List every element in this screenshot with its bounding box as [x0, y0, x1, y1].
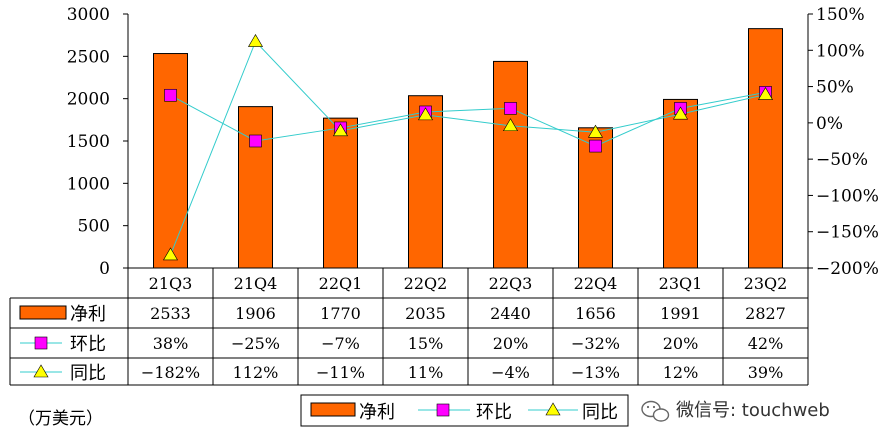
- table-cell: −13%: [571, 363, 620, 382]
- watermark-text: 微信号: touchweb: [676, 400, 830, 421]
- yoy-point-22Q1: [332, 123, 349, 137]
- table-cell: 38%: [153, 334, 189, 353]
- legend-yoy-marker: [545, 402, 561, 416]
- table-cell: 39%: [748, 363, 784, 382]
- legend: 净利 环比 同比: [300, 394, 629, 427]
- y-right-tick-label: 0%: [816, 114, 843, 134]
- yoy-line: [170, 40, 766, 256]
- x-tick-label: 21Q4: [234, 274, 278, 293]
- table-cell: 2440: [490, 304, 531, 323]
- yoy-key-marker: [33, 364, 49, 378]
- y-right-tick-label: −100%: [816, 186, 879, 206]
- table-cell: 15%: [408, 334, 444, 353]
- x-tick-label: 22Q4: [574, 274, 618, 293]
- yoy-point-21Q3: [162, 247, 179, 261]
- y-left-tick-label: 2000: [67, 90, 110, 110]
- y-left-tick-label: 1500: [67, 132, 110, 152]
- legend-qoq-label: 环比: [476, 402, 512, 423]
- y-left-tick-label: 1000: [67, 174, 110, 194]
- y-right-tick-label: 150%: [816, 5, 865, 25]
- y-right-tick-label: 100%: [816, 41, 865, 61]
- table-cell: 1906: [235, 304, 276, 323]
- table-cell: −182%: [141, 363, 200, 382]
- unit-label: （万美元）: [18, 409, 103, 429]
- qoq-line: [170, 91, 766, 147]
- table-cell: 2827: [745, 304, 786, 323]
- yoy-point-23Q2: [757, 86, 774, 100]
- legend-net-profit-label: 净利: [359, 402, 395, 423]
- table-cell: 11%: [408, 363, 444, 382]
- row-label-qoq: 环比: [70, 334, 106, 355]
- x-tick-label: 22Q3: [489, 274, 533, 293]
- y-axis-right: −200% −150% −100% −50% 0% 50% 100% 150%: [808, 5, 879, 279]
- x-tick-label: 21Q3: [149, 274, 193, 293]
- table-cell: 20%: [663, 334, 699, 353]
- yoy-point-23Q1: [672, 106, 689, 120]
- table-cell: −25%: [231, 334, 280, 353]
- bar-21Q3: [153, 53, 188, 269]
- y-right-tick-label: −200%: [816, 259, 879, 279]
- yoy-point-22Q2: [417, 107, 434, 121]
- y-left-tick-label: 0: [99, 259, 110, 279]
- y-right-tick-label: 50%: [816, 78, 854, 98]
- y-axis-left: 0 500 1000 1500 2000 2500 3000: [67, 5, 128, 279]
- bar-22Q2: [408, 95, 443, 269]
- row-label-yoy: 同比: [70, 363, 106, 384]
- table-cell: 12%: [663, 363, 699, 382]
- qoq-point-21Q4: [249, 134, 262, 148]
- table-cell: 1656: [575, 304, 616, 323]
- row-label-net-profit: 净利: [70, 304, 106, 325]
- legend-net-profit-swatch: [310, 402, 356, 417]
- bar-23Q2: [748, 28, 783, 269]
- qoq-point-22Q4: [589, 139, 602, 153]
- x-tick-label: 23Q1: [659, 274, 703, 293]
- qoq-point-22Q3: [504, 102, 517, 115]
- yoy-point-22Q3: [502, 118, 519, 132]
- table-cell: 2035: [405, 304, 446, 323]
- y-right-tick-label: −150%: [816, 223, 879, 243]
- table-cell: 42%: [748, 334, 784, 353]
- x-tick-label: 22Q2: [404, 274, 448, 293]
- x-tick-label: 23Q2: [744, 274, 788, 293]
- legend-qoq-marker: [436, 403, 450, 417]
- table-cell: 2533: [150, 304, 191, 323]
- table-cell: −7%: [321, 334, 360, 353]
- legend-yoy-label: 同比: [582, 402, 618, 423]
- watermark: 微信号: touchweb: [641, 400, 830, 422]
- qoq-point-21Q3: [164, 88, 177, 102]
- table-cell: 112%: [233, 363, 279, 382]
- net-profit-key: [19, 305, 67, 320]
- table-cell: −4%: [491, 363, 530, 382]
- data-table: 21Q3 21Q4 22Q1 22Q2 22Q3 22Q4 23Q1 23Q2 2533 1906…: [9, 267, 809, 386]
- table-cell: −11%: [316, 363, 365, 382]
- bar-22Q1: [323, 117, 358, 269]
- y-left-tick-label: 500: [78, 217, 110, 237]
- y-right-tick-label: −50%: [816, 150, 868, 170]
- x-tick-label: 22Q1: [319, 274, 363, 293]
- line-series: [162, 33, 774, 261]
- bar-series: [153, 28, 783, 269]
- yoy-point-22Q4: [587, 124, 604, 138]
- y-left-tick-label: 2500: [67, 47, 110, 67]
- qoq-key-marker: [34, 336, 48, 350]
- table-cell: 1991: [660, 304, 701, 323]
- y-left-tick-label: 3000: [67, 5, 110, 25]
- plot-frame: [127, 14, 809, 268]
- table-cell: 1770: [320, 304, 361, 323]
- bar-22Q3: [493, 60, 528, 269]
- wechat-icon: [641, 400, 670, 422]
- table-cell: −32%: [571, 334, 620, 353]
- bar-21Q4: [238, 106, 273, 269]
- table-cell: 20%: [493, 334, 529, 353]
- yoy-point-21Q4: [247, 33, 264, 47]
- bar-23Q1: [663, 98, 698, 269]
